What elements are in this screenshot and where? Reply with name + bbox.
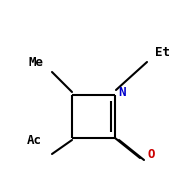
Text: Me: Me	[29, 56, 43, 69]
Text: O: O	[148, 148, 156, 162]
Text: N: N	[118, 86, 125, 99]
Text: Ac: Ac	[26, 134, 42, 147]
Text: Et: Et	[155, 47, 170, 60]
